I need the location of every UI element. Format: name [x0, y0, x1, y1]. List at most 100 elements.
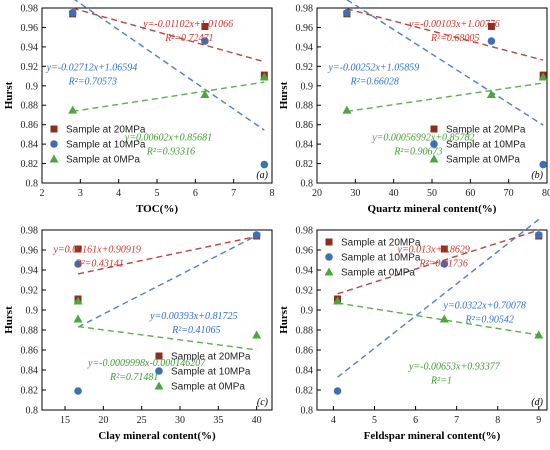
legend-marker	[430, 125, 438, 133]
x-tick-label: 3	[78, 188, 83, 199]
y-tick-label: 0.92	[21, 286, 39, 297]
data-point	[487, 37, 496, 45]
legend-marker	[325, 238, 333, 246]
legend-marker	[430, 140, 438, 148]
x-tick-label: 5	[372, 415, 377, 426]
panel-label: (c)	[257, 397, 269, 408]
y-axis-title: Hurst	[278, 306, 290, 334]
legend-marker	[49, 154, 59, 163]
data-point	[333, 296, 343, 305]
x-tick-label: 60	[465, 188, 475, 199]
fit-r2: R²=0.90673	[393, 147, 442, 158]
fit-r2: R²=0.43141	[75, 259, 124, 270]
data-point	[73, 296, 83, 305]
plot-frame	[316, 229, 548, 411]
legend-label: Sample at 0MPa	[446, 155, 520, 166]
chart-panel-d: 0.8 0.82 0.84 0.86 0.88 0.9 0.92 0.94 0.96 0.98 4 5…	[278, 218, 548, 442]
fit-equation: y=-0.01102x+1.01066	[142, 19, 233, 30]
y-tick-label: 0.96	[296, 246, 314, 257]
x-tick-label: 20	[312, 188, 322, 199]
x-tick-label: 9	[536, 415, 541, 426]
y-tick-label: 0.9	[301, 306, 314, 317]
x-axis-title: Quartz mineral content(%)	[368, 203, 497, 215]
data-point	[201, 37, 209, 45]
fit-r2: R²=0.41065	[171, 325, 220, 336]
y-tick-label: 0.88	[296, 326, 314, 337]
y-tick-label: 0.84	[296, 366, 314, 377]
y-tick-label: 0.96	[21, 23, 39, 34]
data-point	[534, 330, 544, 339]
y-tick-label: 0.84	[21, 140, 39, 151]
trend-line-2	[77, 325, 257, 351]
legend-label: Sample at 20MPa	[66, 125, 146, 136]
data-point	[486, 90, 496, 99]
trend-line-2	[346, 82, 544, 113]
data-point	[343, 9, 351, 17]
trend-line-1	[346, 0, 544, 126]
chart-panel-c: 0.8 0.82 0.84 0.86 0.88 0.9 0.92 0.94 0.96 0.98 15…	[3, 226, 273, 442]
legend: Sample at 20MPa Sample at 10MPa Sample at …	[154, 352, 251, 393]
chart-panel-a: 0.8 0.82 0.84 0.86 0.88 0.9 0.92 0.94 0.96 0.98 2 3…	[3, 0, 275, 215]
fit-r2: R²=0.91736	[419, 259, 468, 270]
x-tick-label: 35	[213, 415, 223, 426]
x-tick-label: 4	[331, 415, 336, 426]
plot-frame	[41, 7, 273, 184]
y-tick-label: 0.98	[296, 4, 314, 15]
fit-equation: y=-0.00653x+0.93377	[408, 362, 501, 373]
y-tick-label: 0.86	[21, 120, 39, 131]
legend-label: Sample at 10MPa	[341, 253, 421, 264]
fit-r2: R²=0.90542	[465, 314, 514, 325]
x-tick-label: 40	[252, 415, 262, 426]
data-point	[201, 22, 209, 30]
y-tick-label: 0.9	[26, 306, 39, 317]
data-point	[74, 387, 82, 395]
fit-equation: y=-0.0009998x-0.000146207	[87, 358, 206, 369]
fit-r2: R²=0.72471	[164, 33, 213, 44]
y-tick-label: 0.98	[21, 226, 39, 237]
y-tick-label: 0.94	[296, 266, 314, 277]
legend: Sample at 20MPa Sample at 10MPa Sample at …	[429, 125, 526, 166]
y-tick-label: 0.84	[21, 366, 39, 377]
fit-equation: y=0.0322x+0.70078	[443, 300, 526, 311]
fit-equation: y=0.00602x+0.85681	[124, 133, 212, 144]
x-axis-title: Feldspar mineral content(%)	[364, 430, 501, 442]
legend-label: Sample at 10MPa	[66, 140, 146, 151]
x-tick-label: 7	[231, 188, 236, 199]
x-tick-label: 6	[413, 415, 418, 426]
y-tick-label: 0.8	[26, 406, 39, 417]
fit-equation: y=-0.02712x+1.06594	[46, 63, 138, 74]
x-tick-label: 40	[389, 188, 399, 199]
y-axis-title: Hurst	[3, 81, 15, 109]
fit-equation: y=0.00161x+0.90919	[53, 245, 141, 256]
fit-r2: R²=0.93316	[146, 147, 195, 158]
legend-label: Sample at 20MPa	[171, 352, 251, 363]
legend-label: Sample at 20MPa	[446, 125, 526, 136]
legend-marker	[154, 381, 164, 390]
x-tick-label: 4	[116, 188, 121, 199]
legend: Sample at 20MPa Sample at 10MPa Sample at …	[324, 238, 421, 279]
data-point	[74, 260, 82, 268]
data-point	[68, 105, 78, 114]
y-tick-label: 0.98	[21, 4, 39, 15]
data-point	[538, 72, 548, 81]
x-tick-label: 15	[60, 415, 70, 426]
data-point	[252, 330, 262, 339]
legend-marker	[429, 154, 439, 163]
data-point	[342, 105, 352, 114]
y-tick-label: 0.82	[21, 386, 39, 397]
y-tick-label: 0.94	[21, 266, 39, 277]
x-tick-label: 25	[137, 415, 147, 426]
plot-frame	[316, 7, 548, 184]
panel-label: (a)	[256, 170, 268, 181]
y-tick-label: 0.8	[301, 179, 314, 190]
fit-equation: y=0.00393x+0.81725	[149, 311, 237, 322]
data-point	[260, 160, 269, 169]
x-tick-label: 80	[542, 188, 550, 199]
legend-marker	[50, 125, 58, 133]
x-tick-label: 6	[193, 188, 198, 199]
x-axis-title: TOC(%)	[136, 203, 178, 215]
data-point	[534, 231, 543, 239]
data-point	[259, 72, 269, 81]
trend-line-0	[337, 229, 539, 295]
